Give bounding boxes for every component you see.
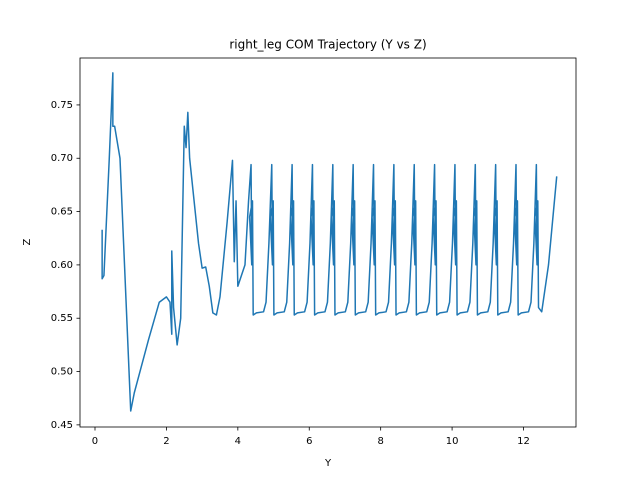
x-tick-label: 4 [235,436,241,447]
y-tick-label: 0.55 [51,313,73,324]
y-tick-label: 0.65 [51,207,73,218]
x-tick-label: 0 [92,436,98,447]
y-tick-label: 0.70 [51,153,73,164]
plot-frame [79,57,577,428]
chart-title: right_leg COM Trajectory (Y vs Z) [229,38,426,52]
y-tick-label: 0.45 [51,420,73,431]
x-tick-label: 6 [306,436,312,447]
x-tick-label: 10 [446,436,459,447]
x-tick-label: 2 [163,436,169,447]
data-line [101,72,558,412]
y-tick-label: 0.60 [51,260,73,271]
y-axis-label: Z [22,238,33,245]
y-tick-label: 0.50 [51,367,73,378]
x-tick-label: 12 [517,436,530,447]
y-tick-label: 0.75 [51,100,73,111]
x-axis-label: Y [324,458,332,469]
x-tick-label: 8 [377,436,383,447]
